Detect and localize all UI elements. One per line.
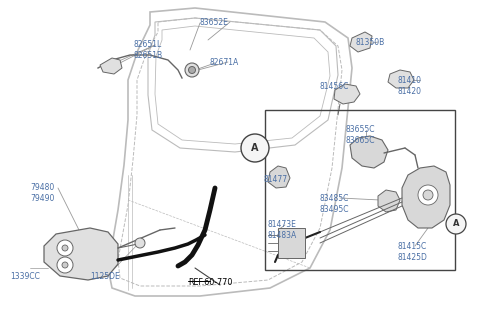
Circle shape	[57, 257, 73, 273]
Polygon shape	[44, 228, 118, 280]
Text: 79490: 79490	[30, 194, 54, 203]
Text: 82671A: 82671A	[210, 58, 239, 67]
Text: 81483A: 81483A	[268, 231, 297, 240]
Polygon shape	[278, 228, 305, 258]
Text: 82651B: 82651B	[133, 51, 162, 60]
Circle shape	[241, 134, 269, 162]
Text: 81456C: 81456C	[320, 82, 349, 91]
Text: A: A	[251, 143, 259, 153]
Text: 83485C: 83485C	[320, 194, 349, 203]
Text: 83665C: 83665C	[345, 136, 374, 145]
Polygon shape	[350, 32, 372, 52]
Text: A: A	[453, 219, 459, 229]
Polygon shape	[350, 136, 388, 168]
Circle shape	[189, 67, 195, 73]
Circle shape	[418, 185, 438, 205]
Bar	[265, 110, 455, 270]
Text: 81420: 81420	[398, 87, 422, 96]
Polygon shape	[388, 70, 414, 88]
Text: 82651L: 82651L	[133, 40, 161, 49]
Circle shape	[446, 214, 466, 234]
Polygon shape	[100, 58, 122, 74]
Text: 1125DE: 1125DE	[90, 272, 120, 281]
Text: 81477: 81477	[264, 175, 288, 184]
Text: 81410: 81410	[398, 76, 422, 85]
Polygon shape	[378, 190, 400, 212]
Text: 83655C: 83655C	[345, 125, 374, 134]
Circle shape	[57, 240, 73, 256]
Text: 83495C: 83495C	[320, 205, 349, 214]
Text: 81425D: 81425D	[397, 253, 427, 262]
Text: 1339CC: 1339CC	[10, 272, 40, 281]
Text: 81415C: 81415C	[397, 242, 426, 251]
Text: REF.60-770: REF.60-770	[188, 278, 232, 287]
Text: 81473E: 81473E	[268, 220, 297, 229]
Circle shape	[62, 262, 68, 268]
Polygon shape	[334, 84, 360, 104]
Text: 81350B: 81350B	[355, 38, 384, 47]
Text: 79480: 79480	[30, 183, 54, 192]
Circle shape	[185, 63, 199, 77]
Polygon shape	[402, 166, 450, 228]
Circle shape	[135, 238, 145, 248]
Circle shape	[423, 190, 433, 200]
Polygon shape	[268, 166, 290, 188]
Text: 83652E: 83652E	[200, 18, 229, 27]
Circle shape	[62, 245, 68, 251]
